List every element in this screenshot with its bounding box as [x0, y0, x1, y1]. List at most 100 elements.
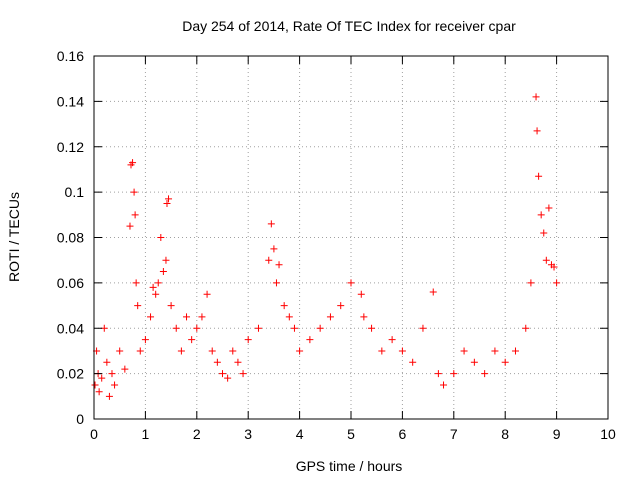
data-point [265, 256, 273, 264]
data-point [229, 347, 237, 355]
x-tick-label: 5 [347, 426, 355, 442]
data-point [533, 127, 541, 135]
data-point [130, 188, 138, 196]
data-point [550, 263, 558, 271]
data-point [116, 347, 124, 355]
data-point [275, 261, 283, 269]
data-point [440, 381, 448, 389]
data-point [540, 229, 548, 237]
y-tick-label: 0.12 [57, 139, 84, 155]
data-point [535, 172, 543, 180]
data-point [270, 245, 278, 253]
data-point [316, 324, 324, 332]
data-point [134, 302, 142, 310]
y-tick-label: 0.06 [57, 275, 84, 291]
data-point [203, 290, 211, 298]
data-point [511, 347, 519, 355]
data-point [537, 211, 545, 219]
y-tick-label: 0.14 [57, 93, 84, 109]
data-point [360, 313, 368, 321]
data-point [152, 290, 160, 298]
data-point [527, 279, 535, 287]
data-point [434, 370, 442, 378]
data-point [188, 336, 196, 344]
data-point [460, 347, 468, 355]
data-point [290, 324, 298, 332]
data-point [545, 204, 553, 212]
x-tick-label: 4 [296, 426, 304, 442]
data-point [306, 336, 314, 344]
data-point [522, 324, 530, 332]
x-tick-label: 2 [193, 426, 201, 442]
x-tick-label: 9 [553, 426, 561, 442]
y-tick-label: 0.16 [57, 48, 84, 64]
data-point [198, 313, 206, 321]
data-point [121, 365, 129, 373]
data-point [419, 324, 427, 332]
data-point [429, 288, 437, 296]
data-point [267, 220, 275, 228]
x-tick-label: 6 [399, 426, 407, 442]
y-tick-label: 0.1 [65, 184, 85, 200]
data-point [553, 279, 561, 287]
data-point [149, 283, 157, 291]
data-point [254, 324, 262, 332]
data-point [481, 370, 489, 378]
data-point [177, 347, 185, 355]
chart-title: Day 254 of 2014, Rate Of TEC Index for r… [182, 18, 516, 34]
data-point [91, 381, 99, 389]
data-point [285, 313, 293, 321]
data-point [234, 358, 242, 366]
ticks-layer: 0 1 2 3 4 5 6 7 8 9 10 0 0.02 0.04 0.06 0.08 0.1 0.12 0.14… [57, 48, 616, 442]
data-point [136, 347, 144, 355]
data-point [159, 268, 167, 276]
data-point [162, 256, 170, 264]
data-point [326, 313, 334, 321]
y-tick-label: 0.02 [57, 366, 84, 382]
data-point [111, 381, 119, 389]
data-point [219, 370, 226, 378]
data-point [470, 358, 478, 366]
data-point [163, 199, 171, 207]
data-point [337, 302, 345, 310]
data-point [126, 222, 134, 230]
data-point [103, 358, 111, 366]
x-tick-label: 8 [501, 426, 509, 442]
data-point [532, 93, 540, 101]
data-point [280, 302, 288, 310]
x-tick-label: 3 [244, 426, 252, 442]
y-tick-label: 0 [76, 411, 84, 427]
data-point [213, 358, 221, 366]
data-point [409, 358, 417, 366]
data-point [450, 370, 458, 378]
data-point [378, 347, 386, 355]
data-point [129, 159, 137, 167]
data-point [154, 279, 162, 287]
y-tick-label: 0.08 [57, 230, 84, 246]
data-point [131, 211, 139, 219]
data-point [147, 313, 155, 321]
data-point [98, 374, 106, 382]
data-point [491, 347, 499, 355]
x-tick-label: 7 [450, 426, 458, 442]
data-point [398, 347, 406, 355]
data-point [208, 347, 216, 355]
data-point [141, 336, 149, 344]
data-point [542, 256, 550, 264]
data-point [296, 347, 304, 355]
y-axis-label: ROTI / TECUs [6, 192, 22, 282]
data-point [244, 336, 252, 344]
data-point [347, 279, 355, 287]
data-point [172, 324, 180, 332]
data-point [167, 302, 175, 310]
x-tick-label: 1 [142, 426, 150, 442]
data-point [157, 234, 165, 241]
data-point [108, 370, 116, 378]
data-point [357, 290, 365, 298]
x-tick-label: 0 [90, 426, 98, 442]
y-tick-label: 0.04 [57, 320, 84, 336]
data-point [132, 279, 140, 287]
data-point [193, 324, 201, 332]
data-point [239, 370, 247, 378]
